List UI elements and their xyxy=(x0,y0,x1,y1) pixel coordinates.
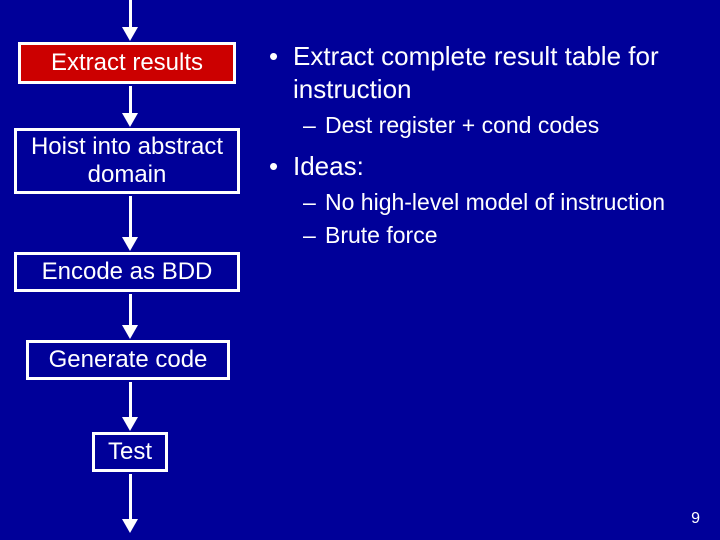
bullet-brute-force: Brute force xyxy=(265,221,705,250)
node-label: Hoist into abstract domain xyxy=(23,133,231,188)
bullet-extract: Extract complete result table for instru… xyxy=(265,40,705,105)
bullet-ideas: Ideas: xyxy=(265,150,705,183)
arrow-2 xyxy=(122,196,138,251)
bullet-column: Extract complete result table for instru… xyxy=(265,40,705,254)
page-number: 9 xyxy=(691,510,700,528)
node-encode-bdd: Encode as BDD xyxy=(14,252,240,292)
flowchart-column: Extract results Hoist into abstract doma… xyxy=(0,0,260,540)
node-extract-results: Extract results xyxy=(18,42,236,84)
bullet-dest-register: Dest register + cond codes xyxy=(265,111,705,140)
node-generate-code: Generate code xyxy=(26,340,230,380)
node-label: Generate code xyxy=(49,346,208,374)
arrow-1 xyxy=(122,86,138,127)
slide: Extract results Hoist into abstract doma… xyxy=(0,0,720,540)
arrow-in xyxy=(122,0,138,41)
node-label: Extract results xyxy=(51,49,203,77)
arrow-3 xyxy=(122,294,138,339)
node-hoist: Hoist into abstract domain xyxy=(14,128,240,194)
bullet-no-model: No high-level model of instruction xyxy=(265,188,705,217)
arrow-4 xyxy=(122,382,138,431)
arrow-out xyxy=(122,474,138,533)
node-label: Encode as BDD xyxy=(42,258,213,286)
node-test: Test xyxy=(92,432,168,472)
node-label: Test xyxy=(108,438,152,466)
